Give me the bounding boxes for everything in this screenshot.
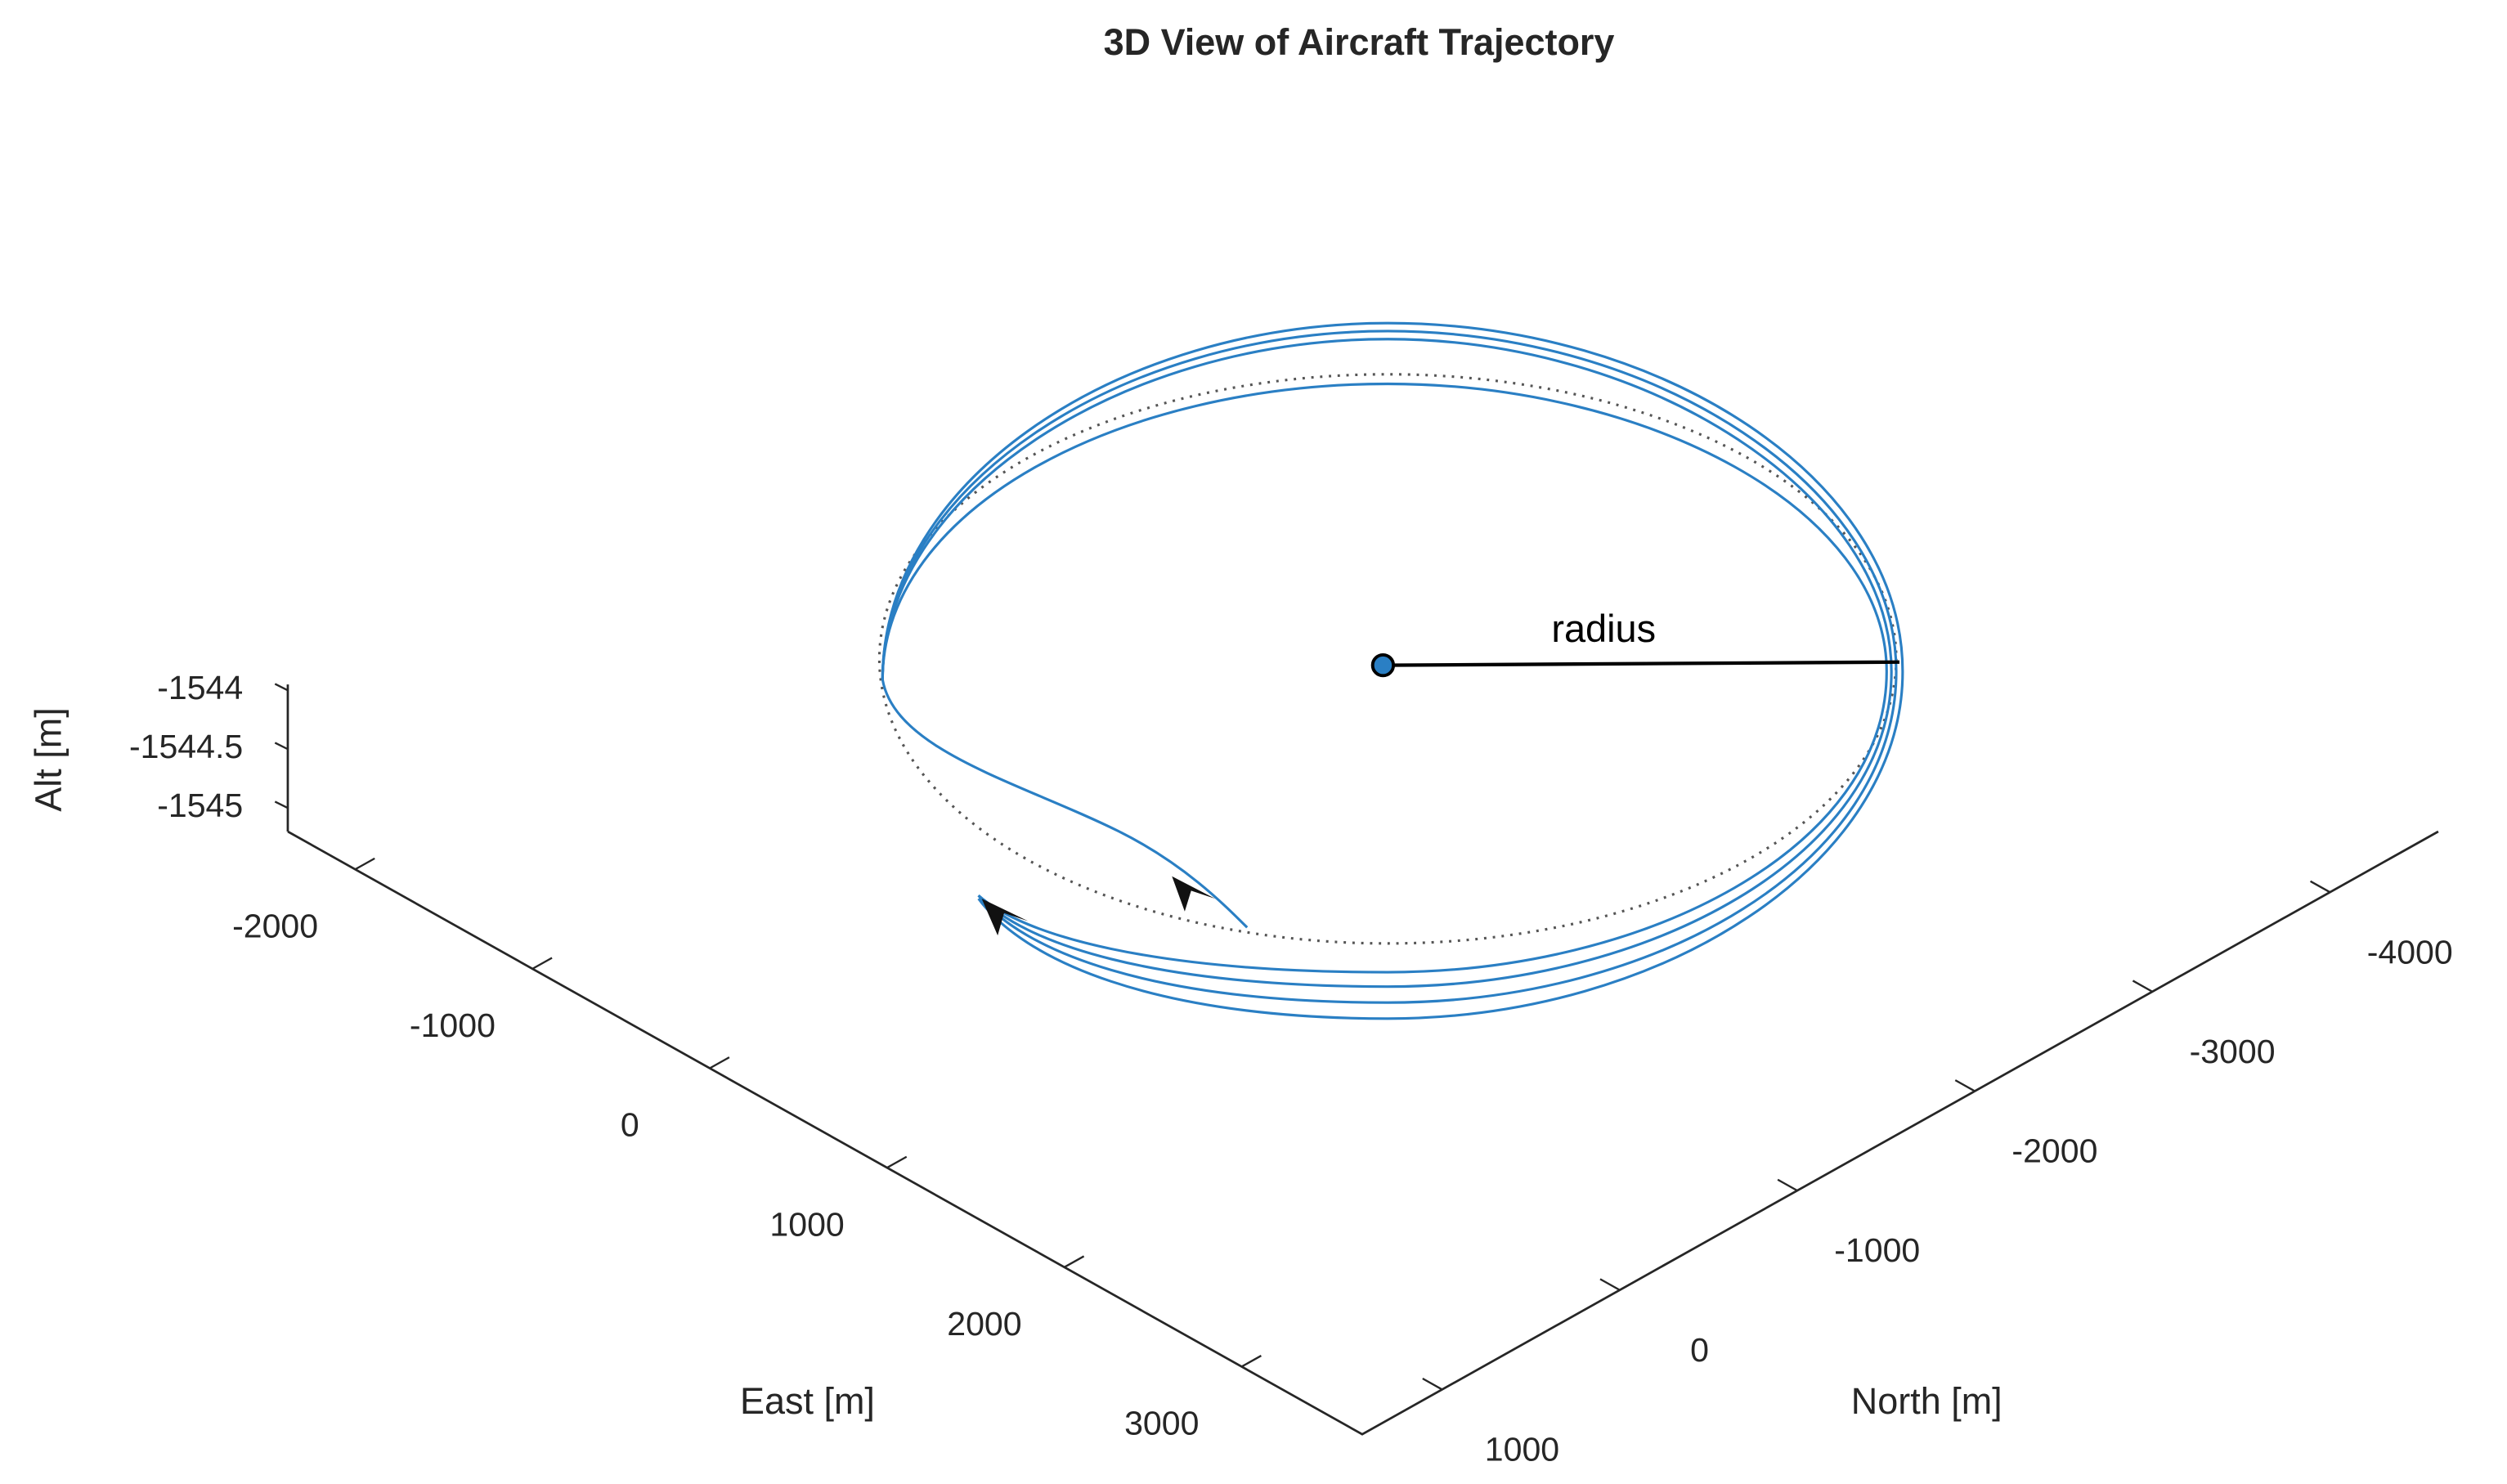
x-tick (1064, 1255, 1085, 1268)
z-tick (274, 800, 289, 809)
x-tick-label: 0 (621, 1106, 639, 1144)
y-tick (1777, 1178, 1798, 1192)
trajectory-loop (881, 382, 1888, 974)
x-tick (709, 1056, 730, 1069)
y-tick (1422, 1378, 1443, 1391)
y-tick-label: -4000 (2367, 933, 2453, 971)
z-tick (274, 742, 289, 751)
trajectory-loop (881, 338, 1893, 989)
x-tick-label: 3000 (1124, 1405, 1199, 1442)
center-point (1370, 652, 1396, 678)
y-tick-label: 1000 (1485, 1431, 1559, 1468)
x-tick (354, 857, 375, 871)
direction-arrow (1172, 876, 1216, 912)
y-tick (2132, 980, 2153, 993)
trajectory-loop (881, 321, 1904, 1020)
trajectory-entry (881, 679, 1249, 929)
chart-title: 3D View of Aircraft Trajectory (1104, 21, 1615, 63)
x-tick (531, 957, 553, 970)
z-tick-label: -1544.5 (129, 728, 243, 765)
y-axis-label: North [m] (1851, 1380, 2002, 1422)
y-tick (1599, 1278, 1621, 1291)
y-tick (1954, 1079, 1976, 1092)
z-axis-label: Alt [m] (27, 707, 69, 811)
y-tick-label: -2000 (2011, 1132, 2097, 1170)
x-tick (1240, 1355, 1262, 1368)
x-tick-label: 1000 (769, 1205, 844, 1243)
z-tick (274, 683, 289, 692)
y-tick-label: 0 (1690, 1331, 1709, 1369)
z-tick-label: -1544 (157, 669, 243, 706)
direction-arrow (981, 899, 1029, 936)
y-tick (2310, 880, 2331, 894)
radius-line (1383, 660, 1899, 667)
x-tick (886, 1155, 908, 1169)
x-tick-label: 2000 (947, 1305, 1021, 1343)
z-tick-label: -1545 (157, 787, 243, 824)
trajectory (881, 321, 1904, 1020)
y-tick-label: -1000 (1834, 1231, 1920, 1269)
axis-line (287, 830, 2439, 1436)
x-tick-label: -2000 (232, 907, 318, 944)
annotation: radius (1551, 607, 1656, 650)
y-tick-label: -3000 (2190, 1033, 2276, 1070)
x-axis-label: East [m] (740, 1380, 875, 1422)
x-tick-label: -1000 (410, 1007, 496, 1044)
trajectory-loop (881, 330, 1898, 1004)
